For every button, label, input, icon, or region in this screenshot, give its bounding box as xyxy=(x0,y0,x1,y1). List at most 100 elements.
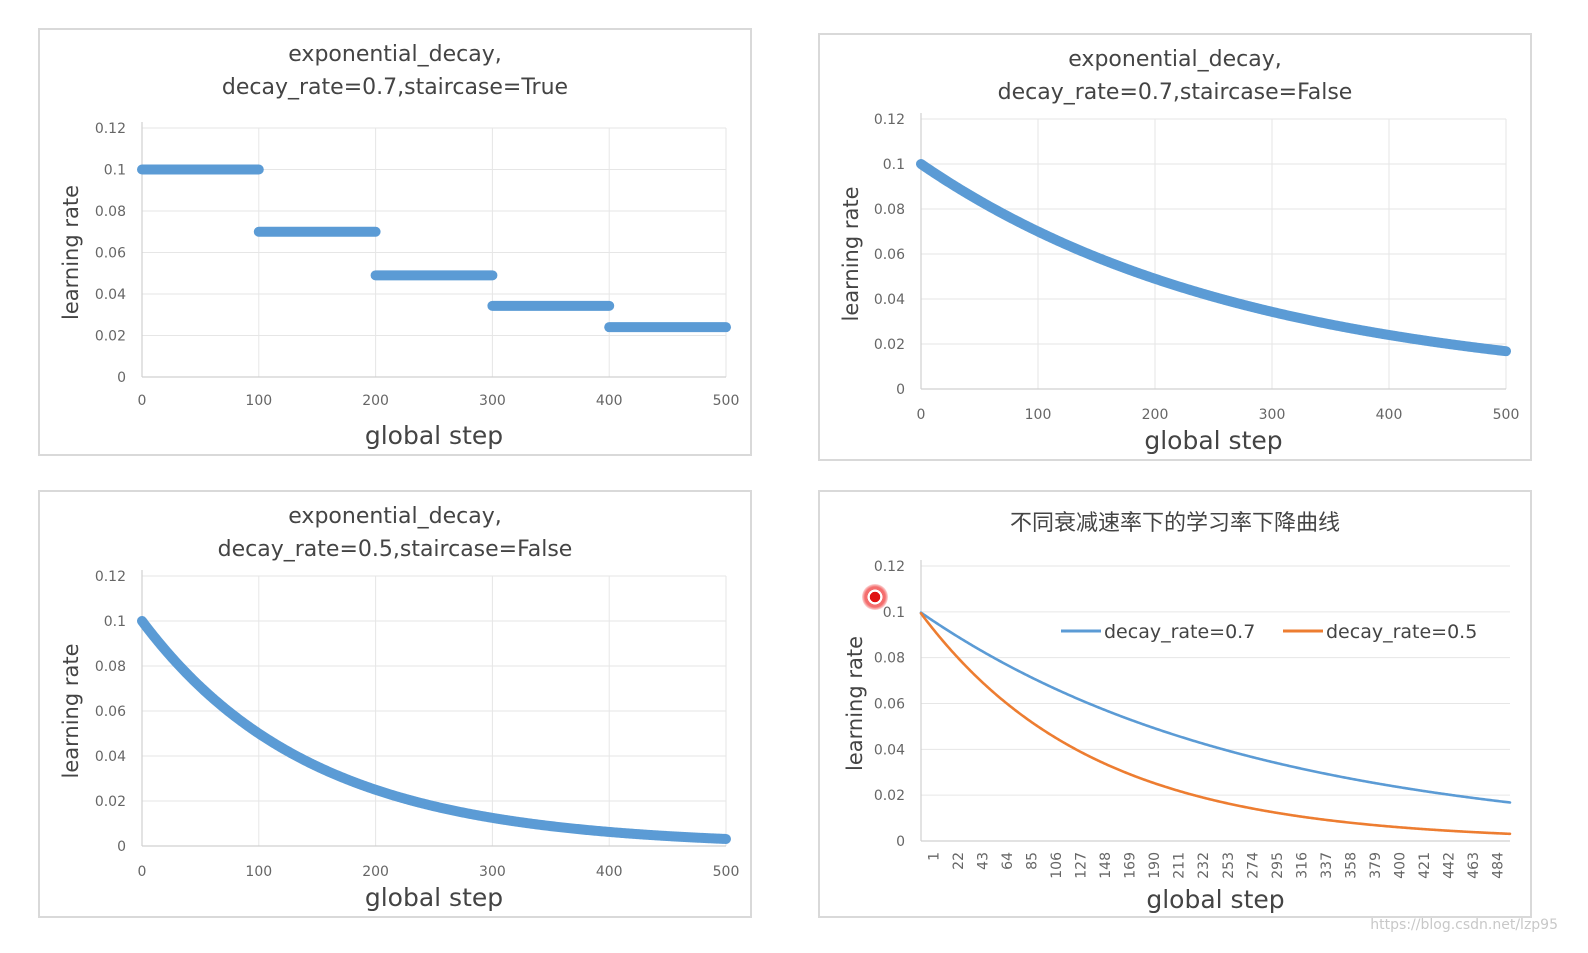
chart-panel-2: exponential_decay, decay_rate=0.7,stairca… xyxy=(818,33,1532,461)
x-tick-label: 100 xyxy=(1025,407,1052,423)
x-tick-label: 300 xyxy=(479,393,506,409)
y-tick-label: 0.08 xyxy=(95,659,126,675)
chart-title: exponential_decay, xyxy=(1068,47,1281,72)
y-tick-label: 0.04 xyxy=(874,292,905,308)
y-tick-label: 0.12 xyxy=(874,112,905,128)
legend-label: decay_rate=0.7 xyxy=(1104,621,1255,643)
chart-title: 不同衰减速率下的学习率下降曲线 xyxy=(1010,511,1340,536)
x-tick-label: 211 xyxy=(1172,852,1188,879)
x-tick-label: 274 xyxy=(1245,852,1261,879)
series-line-2 xyxy=(919,612,1512,836)
x-tick-label: 500 xyxy=(1493,407,1520,423)
y-tick-label: 0 xyxy=(117,370,126,386)
chart-title: exponential_decay, xyxy=(288,504,501,529)
y-axis-label: learning rate xyxy=(59,185,83,320)
x-tick-label: 127 xyxy=(1074,852,1090,879)
x-tick-label: 100 xyxy=(245,393,272,409)
y-tick-label: 0.08 xyxy=(874,202,905,218)
x-tick-label: 358 xyxy=(1343,852,1359,879)
x-tick-label: 300 xyxy=(1259,407,1286,423)
x-tick-label: 100 xyxy=(245,864,272,880)
x-tick-label: 200 xyxy=(1142,407,1169,423)
x-tick-label: 190 xyxy=(1147,852,1163,879)
y-tick-label: 0.12 xyxy=(874,559,905,575)
x-tick-label: 169 xyxy=(1123,852,1139,879)
y-tick-label: 0.06 xyxy=(874,697,905,713)
x-tick-label: 442 xyxy=(1442,852,1458,879)
x-axis-label: global step xyxy=(365,421,503,450)
chart-title: decay_rate=0.7,staircase=True xyxy=(222,75,568,100)
x-axis-label: global step xyxy=(1146,885,1284,914)
y-tick-label: 0.04 xyxy=(874,742,905,758)
x-tick-label: 400 xyxy=(596,393,623,409)
x-tick-label: 0 xyxy=(138,864,147,880)
series-points xyxy=(137,616,731,844)
x-tick-label: 337 xyxy=(1319,852,1335,879)
y-tick-label: 0 xyxy=(896,382,905,398)
y-axis-label: learning rate xyxy=(59,643,83,778)
y-tick-label: 0.02 xyxy=(95,794,126,810)
y-tick-label: 0.12 xyxy=(95,121,126,137)
x-tick-label: 200 xyxy=(362,864,389,880)
y-tick-label: 0.08 xyxy=(95,204,126,220)
x-tick-label: 421 xyxy=(1417,852,1433,879)
x-tick-label: 300 xyxy=(479,864,506,880)
x-tick-label: 295 xyxy=(1270,852,1286,879)
x-tick-label: 400 xyxy=(1393,852,1409,879)
x-tick-label: 400 xyxy=(1376,407,1403,423)
chart-panel-4: 不同衰减速率下的学习率下降曲线 0 0.02 0.04 0.06 0.08 0.1 0.12 1… xyxy=(818,490,1532,918)
x-tick-label: 379 xyxy=(1368,852,1384,879)
chart-3: exponential_decay, decay_rate=0.5,stairca… xyxy=(59,504,740,912)
x-tick-label: 253 xyxy=(1221,852,1237,879)
x-tick-label: 484 xyxy=(1491,852,1507,879)
chart-title: exponential_decay, xyxy=(288,42,501,67)
x-tick-label: 200 xyxy=(362,393,389,409)
chart-title: decay_rate=0.7,staircase=False xyxy=(998,80,1353,105)
y-tick-label: 0.1 xyxy=(104,614,126,630)
x-tick-label: 106 xyxy=(1049,852,1065,879)
y-tick-label: 0.06 xyxy=(95,246,126,262)
x-tick-label: 400 xyxy=(596,864,623,880)
y-tick-label: 0.12 xyxy=(95,569,126,585)
x-axis-label: global step xyxy=(1144,426,1282,455)
x-tick-label: 232 xyxy=(1196,852,1212,879)
y-tick-label: 0.1 xyxy=(883,157,905,173)
y-tick-label: 0.02 xyxy=(874,337,905,353)
x-tick-label: 0 xyxy=(138,393,147,409)
x-tick-label: 1 xyxy=(926,852,942,861)
y-tick-label: 0.04 xyxy=(95,749,126,765)
y-tick-label: 0.1 xyxy=(883,605,905,621)
x-tick-label: 0 xyxy=(917,407,926,423)
y-tick-label: 0 xyxy=(117,839,126,855)
y-axis-label: learning rate xyxy=(843,636,867,771)
y-tick-label: 0.04 xyxy=(95,287,126,303)
y-tick-label: 0.06 xyxy=(874,247,905,263)
chart-panel-3: exponential_decay, decay_rate=0.5,stairca… xyxy=(38,490,752,918)
y-tick-label: 0.1 xyxy=(104,163,126,179)
x-tick-label: 148 xyxy=(1098,852,1114,879)
series-points xyxy=(916,159,1511,357)
x-tick-label: 463 xyxy=(1466,852,1482,879)
x-tick-label: 43 xyxy=(975,852,991,870)
x-tick-label: 500 xyxy=(713,864,740,880)
x-tick-label: 500 xyxy=(713,393,740,409)
series-line-1 xyxy=(919,611,1512,804)
y-tick-label: 0.02 xyxy=(95,329,126,345)
x-tick-label: 85 xyxy=(1024,852,1040,870)
y-tick-label: 0.06 xyxy=(95,704,126,720)
chart-panel-1: exponential_decay, decay_rate=0.7,stairca… xyxy=(38,28,752,456)
x-tick-label: 316 xyxy=(1294,852,1310,879)
mouse-cursor-indicator xyxy=(862,584,888,610)
chart-4: 不同衰减速率下的学习率下降曲线 0 0.02 0.04 0.06 0.08 0.1 0.12 1… xyxy=(843,511,1512,914)
x-tick-label: 64 xyxy=(1000,852,1016,870)
y-tick-label: 0.08 xyxy=(874,651,905,667)
chart-title: decay_rate=0.5,staircase=False xyxy=(218,537,573,562)
y-axis-label: learning rate xyxy=(839,186,863,321)
chart-2: exponential_decay, decay_rate=0.7,stairca… xyxy=(839,47,1520,455)
y-tick-label: 0.02 xyxy=(874,788,905,804)
watermark: https://blog.csdn.net/lzp95 xyxy=(1370,917,1558,933)
y-tick-label: 0 xyxy=(896,834,905,850)
x-axis-label: global step xyxy=(365,883,503,912)
x-tick-label: 22 xyxy=(951,852,967,870)
chart-1: exponential_decay, decay_rate=0.7,stairca… xyxy=(59,42,740,450)
